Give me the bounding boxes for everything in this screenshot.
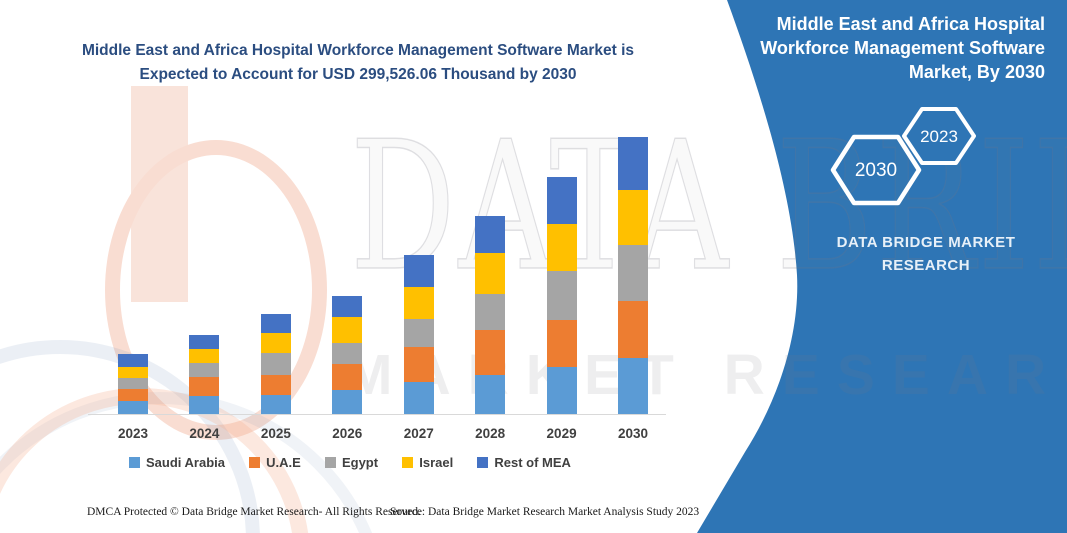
legend-label: Israel [419, 455, 454, 470]
bar-segment-israel [546, 224, 577, 272]
hexagon-2023-label: 2023 [920, 127, 958, 146]
bar-segment-egypt [403, 319, 434, 347]
bar-segment-israel [118, 367, 148, 379]
bar-segment-egypt [332, 343, 363, 365]
legend-swatch [129, 457, 140, 468]
bar-segment-saudi-arabia [475, 375, 506, 414]
legend-item-u-a-e: U.A.E [249, 455, 301, 470]
bar-segment-saudi-arabia [260, 395, 291, 414]
chart-title: Middle East and Africa Hospital Workforc… [81, 42, 635, 83]
legend-label: Egypt [341, 455, 379, 470]
bar-2024 [189, 335, 220, 414]
legend-swatch [477, 457, 489, 468]
hexagon-2030-label: 2030 [854, 160, 898, 181]
x-axis-label-2028: 2028 [475, 426, 506, 441]
bar-segment-saudi-arabia [618, 357, 648, 414]
panel-title: Middle East and Africa Hospital Workforc… [760, 14, 1045, 82]
bar-segment-rest-of-mea [189, 335, 220, 349]
bar-2027 [403, 254, 434, 414]
brand-name: DATA BRIDGE MARKET RESEARCH [836, 234, 1016, 274]
bar-2030 [618, 136, 648, 414]
legend-swatch [324, 457, 336, 468]
bar-segment-u-a-e [475, 330, 506, 376]
bar-segment-u-a-e [118, 389, 148, 401]
x-axis-label-2030: 2030 [617, 426, 649, 441]
hexagon-2023 [902, 107, 976, 165]
bar-segment-u-a-e [260, 375, 291, 396]
bar-segment-rest-of-mea [475, 216, 506, 254]
dmca-notice: DMCA Protected © Data Bridge Market Rese… [87, 506, 421, 518]
bar-segment-egypt [618, 245, 648, 302]
x-axis-label-2027: 2027 [403, 426, 434, 441]
bar-segment-u-a-e [618, 301, 648, 358]
x-axis-label-2025: 2025 [260, 426, 291, 441]
bar-2023 [118, 354, 148, 414]
bar-segment-u-a-e [189, 376, 220, 396]
x-axis-label-2026: 2026 [332, 426, 363, 441]
hexagon-2030 [830, 134, 922, 206]
bar-segment-saudi-arabia [189, 395, 220, 414]
bar-segment-saudi-arabia [332, 390, 363, 414]
watermark-market-research: MARKET RESEARCH [345, 343, 1067, 407]
bar-segment-israel [332, 317, 363, 344]
bar-segment-rest-of-mea [118, 354, 148, 368]
x-axis-label-2023: 2023 [117, 426, 149, 441]
legend-label: Rest of MEA [494, 455, 571, 470]
legend-swatch [402, 457, 414, 468]
bar-segment-egypt [260, 353, 291, 376]
bar-2026 [332, 295, 363, 414]
legend-item-saudi-arabia: Saudi Arabia [129, 455, 225, 470]
legend-swatch [249, 457, 261, 468]
legend-label: Saudi Arabia [146, 455, 225, 470]
bar-segment-egypt [189, 362, 220, 377]
x-axis-line [88, 414, 666, 415]
bar-segment-rest-of-mea [403, 254, 434, 287]
bar-segment-egypt [118, 378, 148, 390]
legend-item-rest-of-mea: Rest of MEA [477, 455, 571, 470]
bar-segment-u-a-e [546, 319, 577, 368]
legend-item-egypt: Egypt [324, 455, 379, 470]
bar-2025 [260, 314, 291, 414]
bar-segment-egypt [475, 293, 506, 331]
bar-segment-egypt [546, 271, 577, 320]
bar-segment-israel [260, 333, 291, 354]
bar-segment-rest-of-mea [546, 176, 577, 225]
bar-segment-rest-of-mea [260, 314, 291, 334]
chart-legend: Saudi Arabia U.A.E Egypt Israel Rest of MEA [129, 455, 571, 470]
bar-segment-rest-of-mea [332, 295, 363, 318]
bar-segment-israel [475, 253, 506, 294]
x-axis-label-2029: 2029 [546, 426, 577, 441]
legend-label: U.A.E [266, 455, 301, 470]
bar-segment-israel [189, 348, 220, 363]
x-axis-label-2024: 2024 [189, 426, 220, 441]
bar-segment-u-a-e [332, 364, 363, 391]
bar-segment-israel [403, 286, 434, 320]
legend-item-israel: Israel [402, 455, 453, 470]
bar-segment-saudi-arabia [118, 400, 148, 414]
bar-segment-u-a-e [403, 346, 434, 382]
bar-segment-saudi-arabia [403, 381, 434, 414]
source-note: Source: Data Bridge Market Research Mark… [390, 506, 700, 518]
bar-segment-israel [618, 190, 648, 246]
bar-segment-rest-of-mea [618, 136, 648, 191]
bar-2028 [475, 216, 506, 414]
bar-segment-saudi-arabia [546, 367, 577, 414]
bar-2029 [546, 176, 577, 414]
